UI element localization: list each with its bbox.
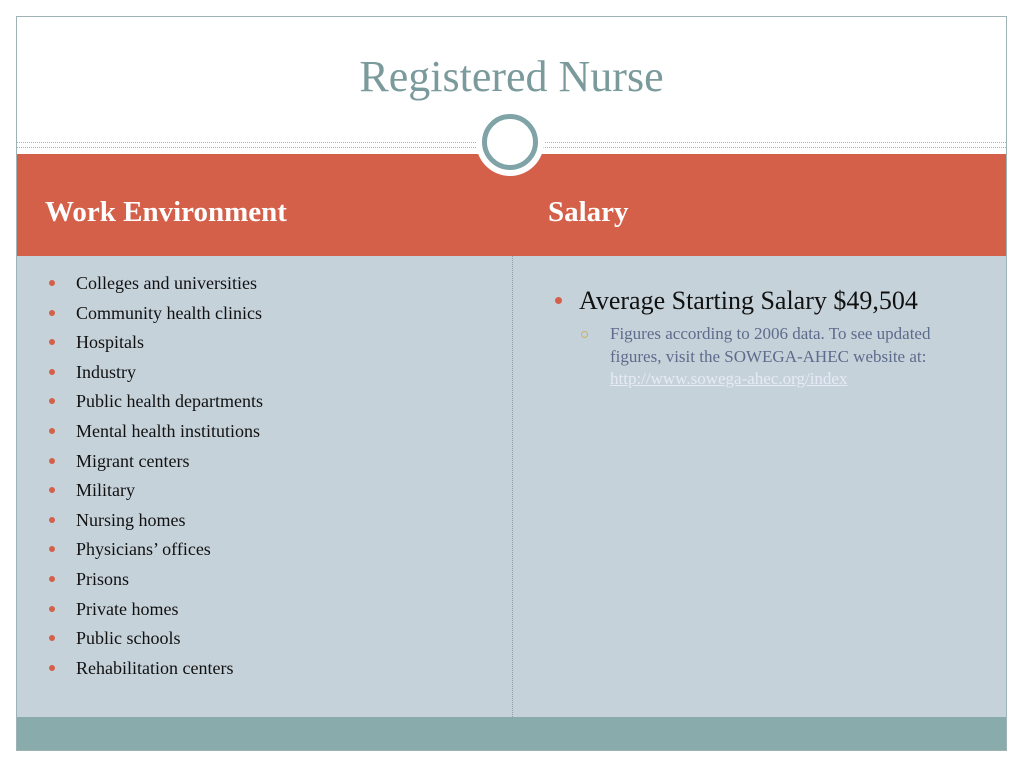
list-item: Nursing homes [45, 507, 495, 537]
column-heading: Salary [548, 196, 629, 228]
list-item: Physicians’ offices [45, 536, 495, 566]
list-item: Rehabilitation centers [45, 655, 495, 685]
item-text: Average Starting Salary $49,504 [579, 286, 918, 315]
ornament [482, 114, 538, 170]
list-item: Military [45, 477, 495, 507]
list-item: Colleges and universities [45, 270, 495, 300]
link[interactable]: http://www.sowega-ahec.org/index [610, 369, 848, 388]
list-item: Average Starting Salary $49,504 Figures a… [551, 284, 951, 391]
work-list: Colleges and universities Community healt… [45, 270, 495, 684]
slide-title: Registered Nurse [359, 52, 664, 101]
list-item: Public schools [45, 625, 495, 655]
list-item: Prisons [45, 566, 495, 596]
divider [512, 256, 513, 717]
list-item: Private homes [45, 596, 495, 626]
sub-item: Figures according to 2006 data. To see u… [579, 323, 951, 391]
sub-text: Figures according to 2006 data. To see u… [610, 324, 931, 366]
column-heading: Work Environment [45, 196, 287, 228]
list-item: Community health clinics [45, 300, 495, 330]
salary-list: Average Starting Salary $49,504 Figures a… [551, 284, 951, 391]
content: Colleges and universities Community healt… [17, 256, 1006, 717]
list-item: Mental health institutions [45, 418, 495, 448]
header-band: Work Environment Salary [17, 154, 1006, 256]
list-item: Public health departments [45, 388, 495, 418]
footer-bar [17, 717, 1006, 750]
list-item: Migrant centers [45, 448, 495, 478]
list-item: Hospitals [45, 329, 495, 359]
slide: Registered Nurse Work Environment Salary… [16, 16, 1007, 751]
list-item: Industry [45, 359, 495, 389]
sub-list: Figures according to 2006 data. To see u… [579, 323, 951, 391]
